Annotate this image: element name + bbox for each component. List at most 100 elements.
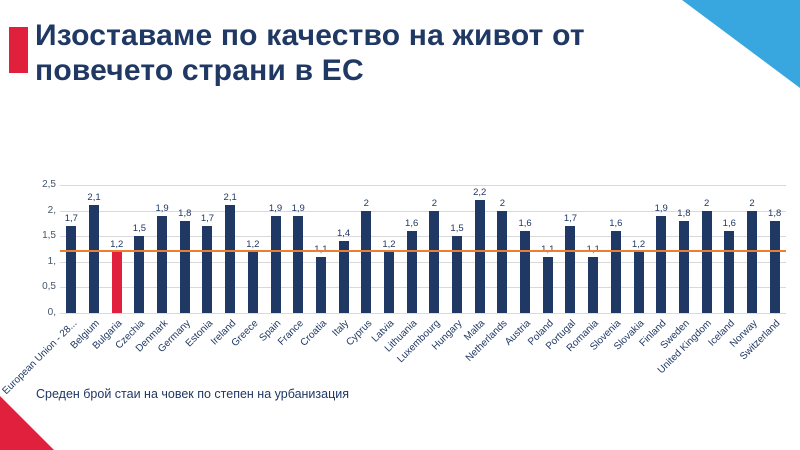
- gridline: [60, 185, 786, 186]
- bar-malta: [474, 200, 485, 313]
- bar-slot: 2: [423, 185, 446, 313]
- bar-latvia: [383, 251, 394, 313]
- gridline: [60, 261, 786, 263]
- bar-slot: 1,6: [400, 185, 423, 313]
- bar-slot: 1,7: [196, 185, 219, 313]
- bar-luxembourg: [429, 210, 440, 313]
- bar-slot: 1,7: [60, 185, 83, 313]
- bar-value-label: 1,7: [563, 212, 578, 224]
- bar-value-label: 1,2: [246, 238, 260, 250]
- reference-line: [60, 249, 786, 252]
- bar-cyprus: [361, 210, 372, 313]
- bar-slot: 1,9: [287, 185, 310, 313]
- bar-czechia: [134, 236, 145, 313]
- bar-value-label: 1,7: [200, 212, 215, 224]
- bar-value-label: 1,2: [110, 238, 124, 250]
- bar-value-label: 1,1: [574, 244, 613, 255]
- bar-slot: 1,6: [605, 185, 628, 313]
- y-axis-tick-label: 1,: [47, 255, 56, 267]
- bar-poland: [542, 256, 553, 313]
- bar-germany: [179, 220, 190, 313]
- bar-value-label: 1,9: [268, 202, 283, 214]
- bar-value-label: 1,9: [291, 202, 305, 214]
- bar-slot: 1,8: [763, 185, 786, 313]
- bar-value-label: 1,8: [178, 207, 192, 219]
- bar-slot: 1,4: [332, 185, 355, 313]
- bar-value-label: 2: [703, 197, 710, 209]
- bars-row: 1,7 2,1 1,2 1,5 1,9 1,8 1,7 2,1 1,2 1,9 1,9 1,1 1,4 2…: [60, 185, 786, 313]
- bar-slot: 2,1: [219, 185, 242, 313]
- bar-value-label: 1,7: [64, 212, 78, 224]
- gridline: [60, 313, 786, 314]
- bar-slovakia: [633, 251, 644, 313]
- bar-france: [293, 215, 304, 313]
- y-axis-labels: 0, 0,5 1, 1,5 2, 2,5: [30, 179, 56, 318]
- bar-bulgaria: [111, 251, 122, 313]
- bar-iceland: [724, 231, 735, 313]
- bar-slot: 1,8: [673, 185, 696, 313]
- x-axis-category-label: Austria: [503, 318, 533, 348]
- bar-value-label: 1,5: [132, 223, 147, 235]
- bar-italy: [338, 241, 349, 313]
- bar-slot: 1,2: [105, 185, 128, 313]
- bar-netherlands: [497, 210, 508, 313]
- plot-area: 1,7 2,1 1,2 1,5 1,9 1,8 1,7 2,1 1,2 1,9 1,9 1,1 1,4 2…: [60, 185, 786, 314]
- bar-value-label: 1,6: [609, 218, 623, 230]
- bar-slot: 1,5: [446, 185, 469, 313]
- bar-value-label: 1,6: [518, 218, 532, 230]
- bar-slot: 1,1: [582, 185, 605, 313]
- bar-slot: 1,2: [627, 185, 650, 313]
- bar-switzerland: [769, 220, 780, 313]
- y-axis-tick-label: 0,5: [42, 281, 56, 293]
- x-axis-labels: European Union - 28... Belgium Bulgaria Cze…: [0, 313, 786, 397]
- y-axis-tick-label: 1,5: [42, 230, 56, 242]
- bar-slot: 1,1: [536, 185, 559, 313]
- y-axis-tick-label: 2,: [47, 204, 56, 216]
- bar-slot: 2,1: [83, 185, 106, 313]
- bar-value-label: 1,2: [382, 238, 396, 250]
- bar-hungary: [452, 236, 463, 313]
- bar-value-label: 2,1: [87, 192, 101, 204]
- bar-austria: [520, 231, 531, 313]
- bar-slot: 1,7: [559, 185, 582, 313]
- bar-value-label: 2: [499, 197, 506, 209]
- bar-value-label: 1,4: [336, 228, 351, 240]
- bar-ireland: [225, 205, 236, 313]
- bar-croatia: [315, 256, 326, 313]
- bar-slovenia: [610, 231, 621, 313]
- bar-value-label: 1,8: [768, 207, 782, 219]
- bar-estonia: [202, 225, 213, 313]
- bar-value-label: 1,1: [302, 244, 341, 255]
- bar-sweden: [678, 220, 689, 313]
- bar-slot: 2: [355, 185, 378, 313]
- bar-slot: 1,9: [264, 185, 287, 313]
- bar-spain: [270, 215, 281, 313]
- bar-value-label: 1,1: [528, 244, 567, 255]
- bar-slot: 1,2: [378, 185, 401, 313]
- corner-triangle-bottom-left: [0, 396, 54, 450]
- bar-slot: 2: [491, 185, 514, 313]
- bar-value-label: 1,6: [722, 218, 736, 230]
- bar-european-union-28: [66, 225, 77, 313]
- bar-value-label: 1,9: [155, 202, 169, 214]
- bar-slot: 2: [695, 185, 718, 313]
- bar-value-label: 2,1: [223, 192, 237, 204]
- bar-portugal: [565, 225, 576, 313]
- bar-chart: 0, 0,5 1, 1,5 2, 2,5 1,7 2,1 1,2 1,5 1,9 1,8 1,7 2,1…: [0, 179, 786, 397]
- bar-value-label: 1,6: [405, 218, 419, 230]
- gridline: [60, 210, 786, 212]
- bar-belgium: [89, 205, 100, 313]
- bar-slot: 1,6: [514, 185, 537, 313]
- bar-slot: 1,6: [718, 185, 741, 313]
- corner-triangle-top-right: [682, 0, 800, 88]
- y-axis-tick-label: 2,5: [42, 179, 56, 190]
- y-axis-tick-label: 0,: [47, 307, 56, 318]
- bar-romania: [588, 256, 599, 313]
- bar-slot: 1,9: [151, 185, 174, 313]
- gridlines: [60, 185, 786, 314]
- bar-value-label: 2: [431, 197, 437, 209]
- x-axis-category-label: European Union - 28...: [0, 318, 80, 397]
- chart-caption: Среден брой стаи на човек по степен на у…: [36, 387, 349, 401]
- bar-slot: 1,8: [173, 185, 196, 313]
